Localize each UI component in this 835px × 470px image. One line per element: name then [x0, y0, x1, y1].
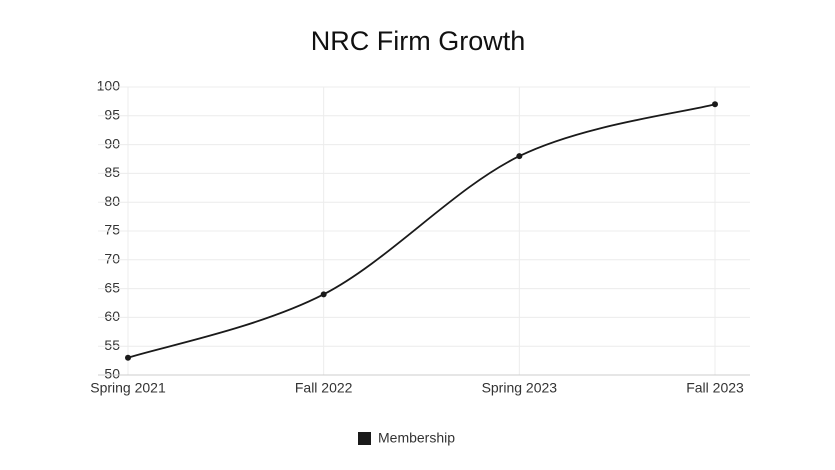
legend-swatch [358, 432, 371, 445]
x-tick-label: Spring 2021 [90, 380, 166, 396]
y-tick-label: 90 [104, 135, 120, 151]
x-tick-label: Spring 2023 [482, 380, 558, 396]
y-tick-label: 95 [104, 107, 120, 123]
legend-label: Membership [378, 430, 455, 446]
x-tick-label: Fall 2023 [686, 380, 744, 396]
data-point [320, 291, 327, 298]
y-tick-label: 65 [104, 279, 120, 295]
chart-title: NRC Firm Growth [311, 26, 526, 56]
series-line [127, 103, 716, 359]
y-tick-label: 75 [104, 222, 120, 238]
y-tick-label: 85 [104, 164, 120, 180]
y-tick-label: 55 [104, 337, 120, 353]
y-tick-label: 80 [104, 193, 120, 209]
data-point [516, 153, 523, 160]
y-tick-label: 100 [97, 78, 121, 94]
y-tick-label: 50 [104, 366, 120, 382]
y-tick-label: 60 [104, 308, 120, 324]
y-tick-label: 70 [104, 251, 120, 267]
data-point [712, 101, 718, 108]
data-point [125, 354, 131, 361]
x-tick-label: Fall 2022 [295, 380, 353, 396]
